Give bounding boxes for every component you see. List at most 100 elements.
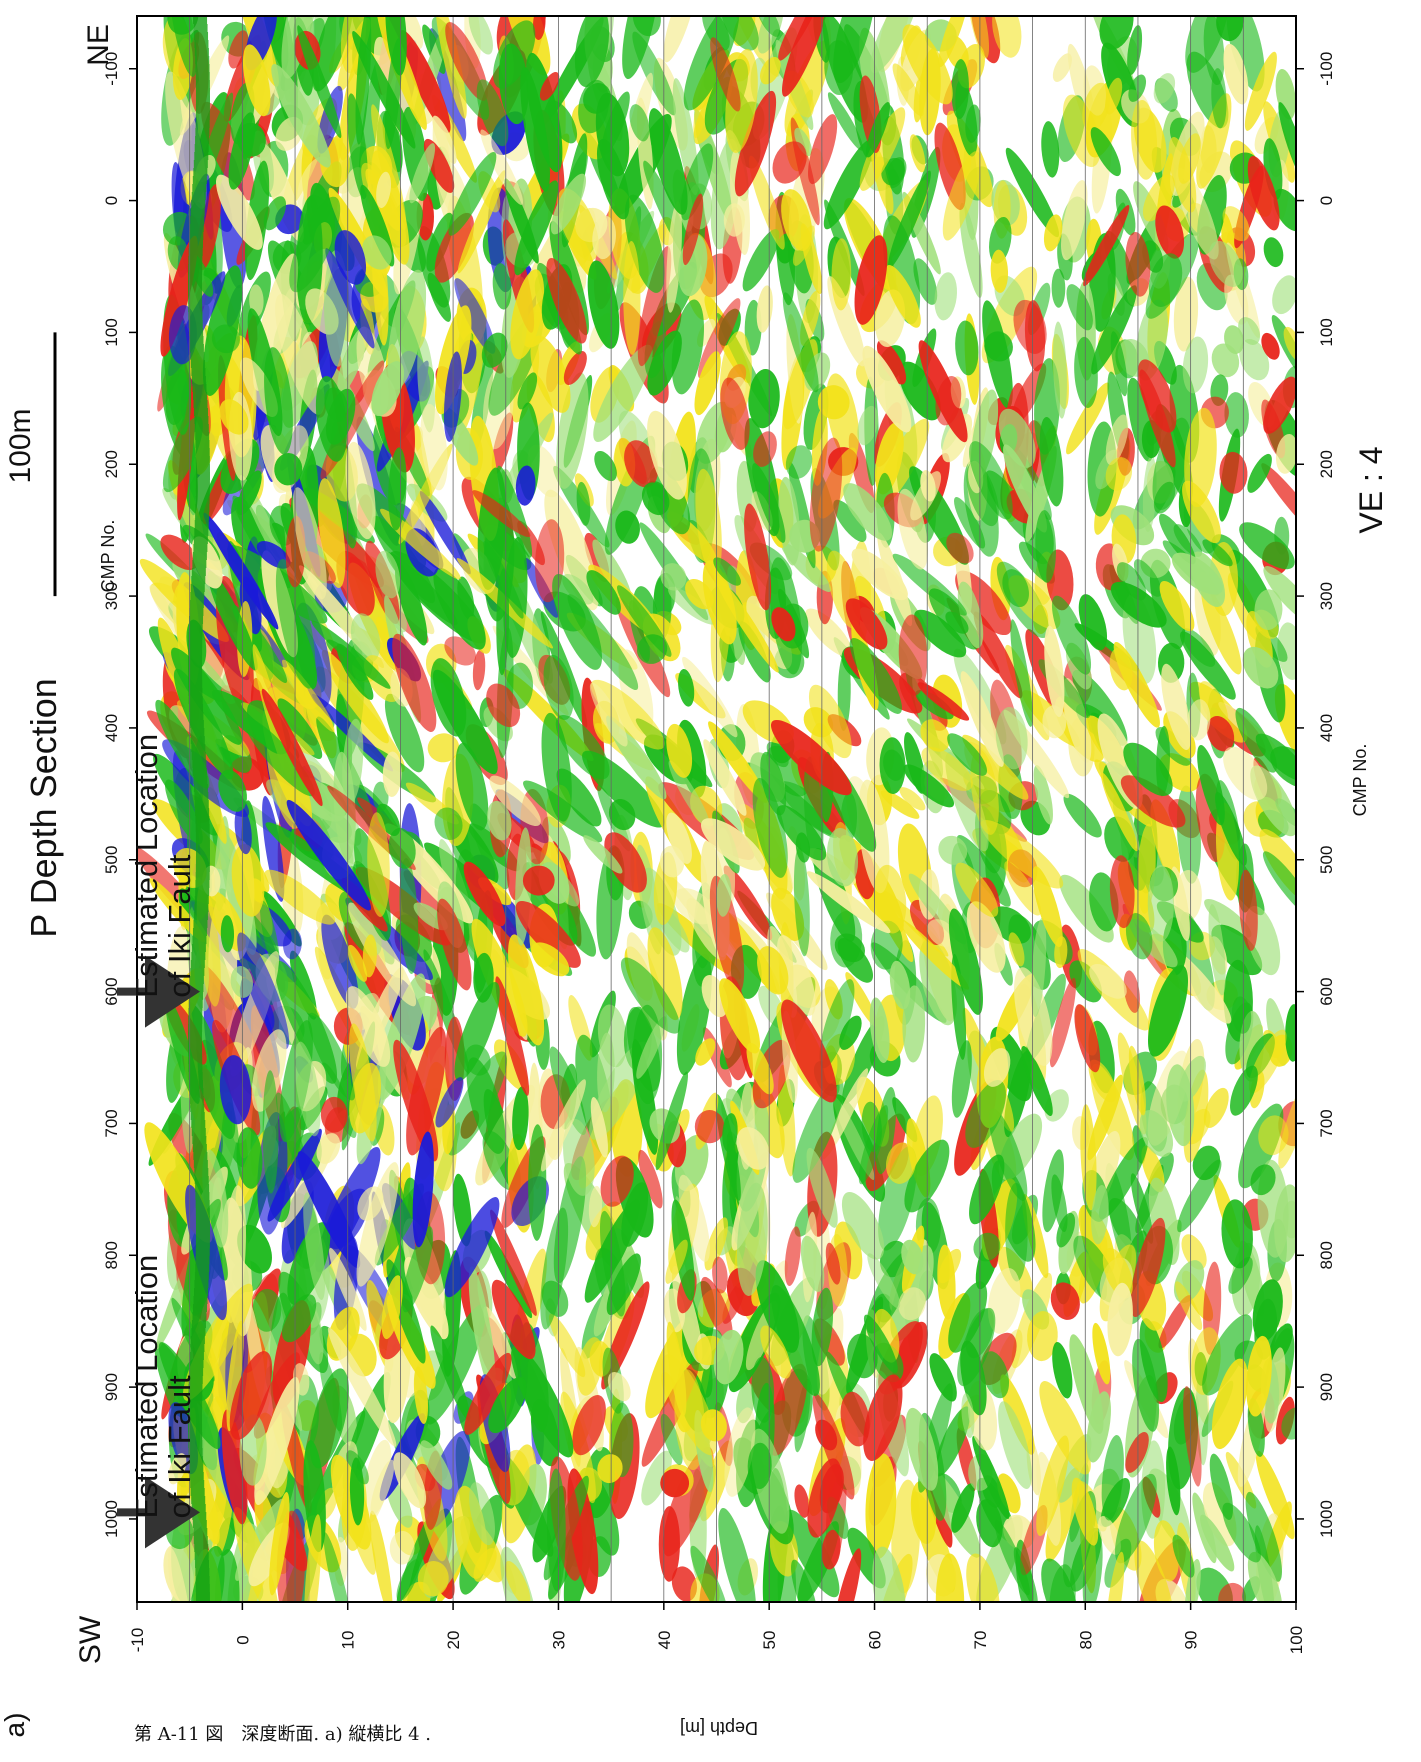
surface-band <box>194 904 209 912</box>
x-tick-label: 60 <box>866 1631 885 1650</box>
seismic-blob <box>938 835 968 865</box>
seismic-blob <box>702 560 737 645</box>
surface-band <box>192 1136 207 1144</box>
seismic-blob <box>1272 275 1296 315</box>
seismic-blob <box>1098 1516 1121 1555</box>
seismic-blob <box>1172 1534 1195 1578</box>
seismic-blob <box>508 934 545 1046</box>
seismic-blob <box>1031 917 1047 1018</box>
surface-band <box>194 896 209 904</box>
seismic-blob <box>491 1279 536 1360</box>
seismic-blob <box>315 376 348 462</box>
seismic-blob <box>1211 924 1263 976</box>
seismic-blob <box>1159 580 1195 632</box>
y-tick-label-right: -100 <box>1317 52 1336 86</box>
surface-band <box>193 400 208 408</box>
seismic-blob <box>1228 1256 1253 1294</box>
seismic-blob <box>665 1239 688 1284</box>
seismic-blob <box>286 799 372 911</box>
seismic-blob <box>492 263 512 310</box>
seismic-blob <box>297 1151 361 1269</box>
seismic-blob <box>620 957 681 1034</box>
surface-band <box>189 1096 204 1104</box>
surface-band <box>193 1304 208 1312</box>
seismic-blob <box>1211 1358 1248 1450</box>
surface-band <box>195 1568 210 1576</box>
seismic-blob <box>263 196 287 231</box>
seismic-blob <box>437 898 472 991</box>
seismic-blob <box>873 864 907 934</box>
seismic-blob <box>823 138 875 230</box>
surface-band <box>195 440 210 448</box>
seismic-blob <box>1098 1137 1149 1220</box>
seismic-blob <box>590 679 665 750</box>
surface-band <box>189 328 204 336</box>
seismic-blob <box>1052 1342 1073 1399</box>
seismic-blob <box>831 1548 862 1602</box>
seismic-blob <box>511 1345 574 1458</box>
seismic-blob <box>433 567 486 650</box>
seismic-blob <box>957 581 984 649</box>
seismic-blob <box>576 481 591 526</box>
seismic-blob <box>1063 793 1102 838</box>
seismic-blob <box>1258 1115 1289 1156</box>
seismic-blob <box>392 633 437 732</box>
x-tick-label: 0 <box>233 1635 252 1644</box>
seismic-blob <box>898 614 928 696</box>
seismic-blob <box>548 1313 586 1378</box>
surface-band <box>191 744 206 752</box>
x-tick-label: 80 <box>1076 1631 1095 1650</box>
seismic-blob <box>1115 1473 1157 1564</box>
seismic-blob <box>1206 716 1235 752</box>
seismic-blob <box>822 1068 869 1160</box>
seismic-blob <box>1033 765 1053 825</box>
seismic-blob <box>805 608 852 657</box>
seismic-blob <box>1148 253 1183 307</box>
surface-band <box>188 656 203 664</box>
seismic-blob <box>597 1454 623 1484</box>
seismic-blob <box>748 155 785 250</box>
seismic-blob <box>945 611 969 634</box>
seismic-blob <box>872 1546 906 1602</box>
surface-band <box>188 664 203 672</box>
seismic-blob <box>1123 742 1173 796</box>
seismic-blob <box>168 1453 187 1485</box>
surface-band <box>195 1232 210 1240</box>
seismic-blob <box>493 20 536 89</box>
seismic-blob <box>1044 625 1065 718</box>
seismic-blob <box>608 799 636 831</box>
seismic-blob <box>1246 1335 1272 1417</box>
seismic-blob <box>454 981 500 1082</box>
seismic-blob <box>966 901 1006 973</box>
seismic-blob <box>412 1131 434 1248</box>
seismic-blob <box>776 805 827 861</box>
seismic-blob <box>660 563 687 591</box>
seismic-blob <box>254 1376 300 1505</box>
seismic-blob <box>1275 433 1296 474</box>
seismic-blob <box>638 1149 663 1209</box>
seismic-blob <box>1074 1004 1101 1073</box>
seismic-blob <box>753 431 777 467</box>
seismic-blob <box>432 115 457 164</box>
seismic-blob <box>984 331 1013 362</box>
seismic-blob <box>849 637 902 714</box>
surface-band <box>189 344 204 352</box>
surface-band <box>188 632 203 640</box>
seismic-blob <box>1202 1314 1253 1396</box>
seismic-blob <box>495 976 530 1096</box>
seismic-blob <box>490 1209 537 1316</box>
seismic-blob <box>1201 585 1242 675</box>
seismic-blob <box>382 751 402 798</box>
seismic-blob <box>987 1268 1021 1334</box>
seismic-blob <box>827 92 864 151</box>
surface-band <box>194 416 209 424</box>
surface-band <box>194 800 209 808</box>
seismic-blob <box>682 193 704 266</box>
seismic-blob <box>663 16 698 63</box>
seismic-blob <box>913 258 938 305</box>
seismic-blob <box>807 1458 842 1538</box>
seismic-blob <box>327 1327 397 1447</box>
surface-band <box>188 1008 203 1016</box>
seismic-blob <box>760 1325 791 1379</box>
seismic-blob <box>666 201 682 313</box>
